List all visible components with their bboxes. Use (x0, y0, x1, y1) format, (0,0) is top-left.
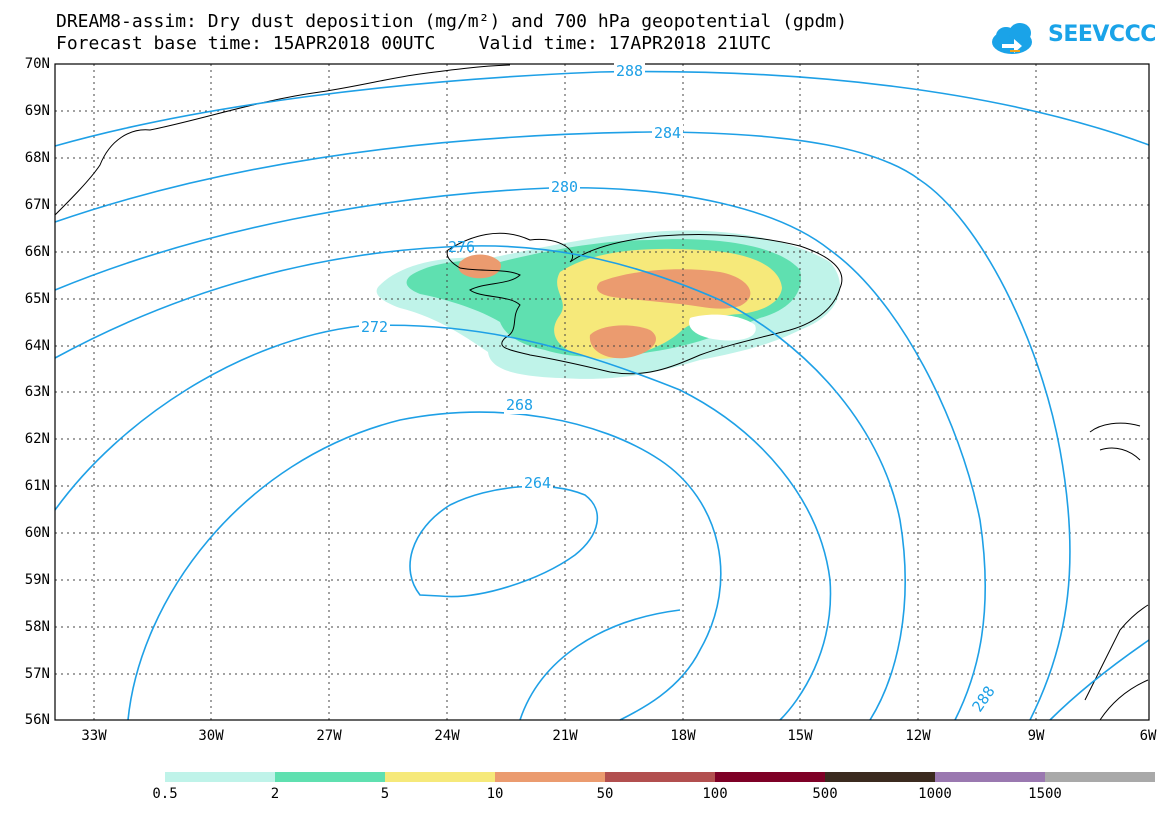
legend-label: 10 (486, 786, 504, 802)
lon-label: 21W (552, 728, 578, 744)
legend-color-box (495, 772, 605, 782)
map-title: DREAM8-assim: Dry dust deposition (mg/m²… (56, 11, 848, 32)
lon-label: 18W (670, 728, 696, 744)
legend-color-box (715, 772, 825, 782)
graticule (55, 64, 1149, 720)
coastlines (54, 64, 1149, 721)
contour-label: 272 (359, 318, 391, 336)
lon-label: 30W (198, 728, 224, 744)
lon-label: 6W (1139, 728, 1157, 744)
legend-label: 2 (270, 786, 280, 802)
legend-label: 50 (596, 786, 614, 802)
lat-label: 59N (24, 572, 50, 588)
contour-label: 288 (614, 62, 646, 80)
legend-label: 0.5 (152, 786, 178, 802)
map-subtitle: Forecast base time: 15APR2018 00UTC Vali… (56, 33, 772, 54)
lon-label: 9W (1027, 728, 1045, 744)
legend-label: 500 (812, 786, 838, 802)
map-frame (54, 63, 1150, 721)
lat-label: 61N (24, 478, 50, 494)
contour-label: 280 (549, 178, 581, 196)
contour-label: 276 (448, 238, 476, 256)
legend-color-box (165, 772, 275, 782)
lat-label: 60N (24, 525, 50, 541)
legend-label: 1500 (1028, 786, 1062, 802)
contour-label: 284 (652, 124, 684, 142)
lat-label: 56N (24, 712, 50, 728)
legend-label: 5 (380, 786, 390, 802)
lat-label: 68N (24, 150, 50, 166)
lat-label: 66N (24, 244, 50, 260)
lat-label: 65N (24, 291, 50, 307)
lon-label: 33W (81, 728, 107, 744)
lat-label: 69N (24, 103, 50, 119)
logo-text: SEEVCCC (1048, 22, 1156, 47)
lat-label: 58N (24, 619, 50, 635)
geopotential-contours (54, 70, 1150, 721)
legend-color-box (935, 772, 1045, 782)
legend-label: 1000 (918, 786, 952, 802)
legend-color-box (605, 772, 715, 782)
legend-color-box (385, 772, 495, 782)
lat-label: 67N (24, 197, 50, 213)
legend-label: 100 (702, 786, 728, 802)
lat-label: 63N (24, 384, 50, 400)
lat-label: 62N (24, 431, 50, 447)
contour-label: 268 (504, 396, 536, 414)
contour-label: 264 (522, 474, 554, 492)
legend-color-box (825, 772, 935, 782)
seevccc-logo-icon (992, 23, 1032, 54)
lon-label: 24W (434, 728, 460, 744)
lon-label: 27W (316, 728, 342, 744)
legend-color-box (1045, 772, 1155, 782)
lat-label: 64N (24, 338, 50, 354)
lon-label: 15W (787, 728, 813, 744)
lat-label: 57N (24, 666, 50, 682)
lat-label: 70N (24, 56, 50, 72)
lon-label: 12W (905, 728, 931, 744)
dust-deposition-field (376, 230, 840, 379)
legend-color-box (275, 772, 385, 782)
